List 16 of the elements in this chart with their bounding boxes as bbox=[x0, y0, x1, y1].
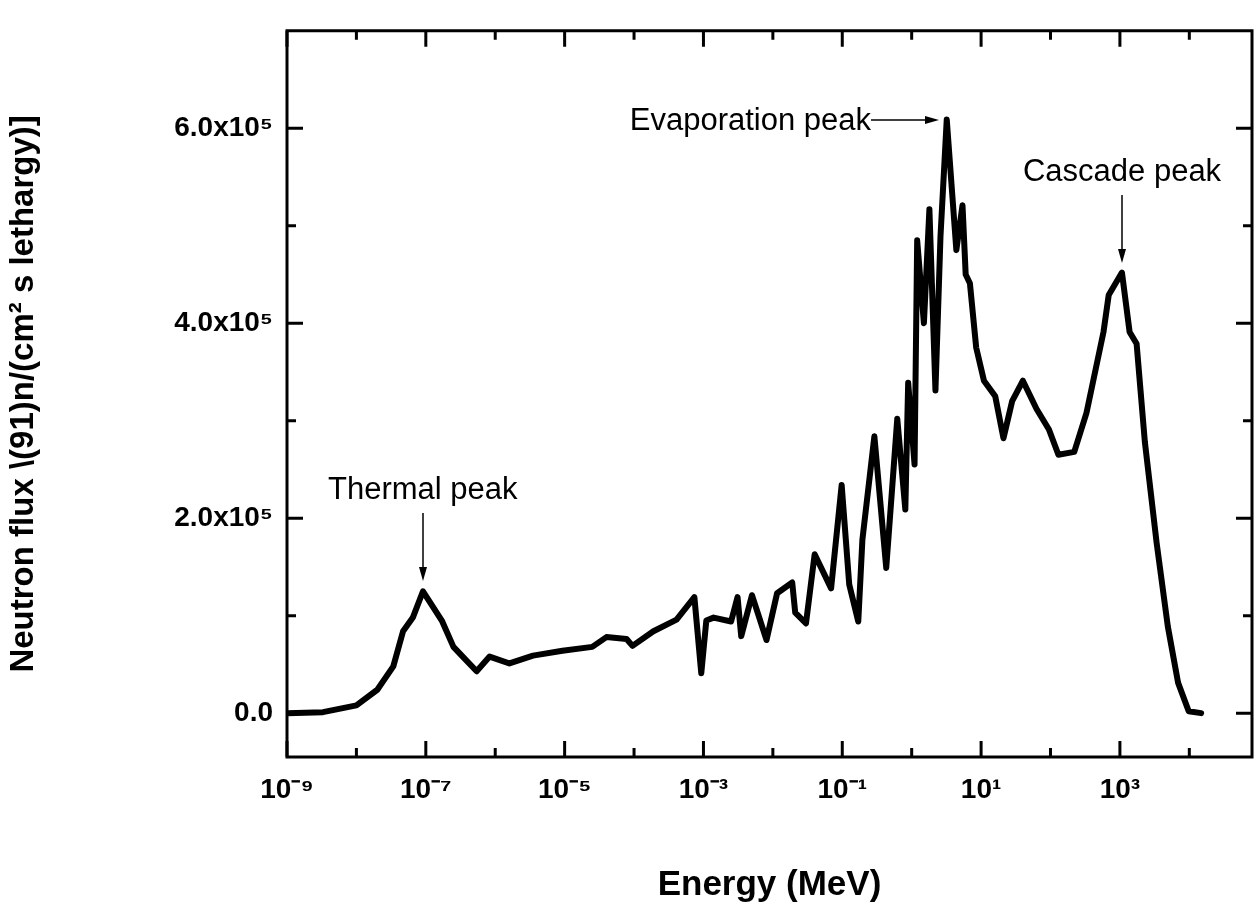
x-tick-label: 10³ bbox=[1099, 772, 1141, 804]
x-tick-label: 10⁻¹ bbox=[817, 772, 868, 804]
x-axis-title: Energy (MeV) bbox=[657, 862, 882, 902]
y-tick-label: 4.0x10⁵ bbox=[174, 305, 273, 337]
x-tick-label: 10⁻⁹ bbox=[260, 772, 314, 804]
annotation: Cascade peak bbox=[1022, 152, 1222, 188]
annotation: Evaporation peak bbox=[629, 101, 872, 137]
x-tick-label: 10⁻⁷ bbox=[399, 772, 452, 804]
y-tick-label: 0.0 bbox=[234, 695, 273, 727]
x-tick-label: 10¹ bbox=[960, 772, 1002, 804]
annotation: Thermal peak bbox=[327, 471, 518, 507]
x-tick-label: 10⁻⁵ bbox=[537, 772, 592, 804]
y-axis-title: Neutron flux \(91)n/(cm² s lethargy)] bbox=[2, 115, 40, 673]
y-tick-label: 2.0x10⁵ bbox=[174, 500, 273, 532]
y-tick-label: 6.0x10⁵ bbox=[174, 111, 273, 142]
x-tick-label: 10⁻³ bbox=[678, 772, 729, 804]
